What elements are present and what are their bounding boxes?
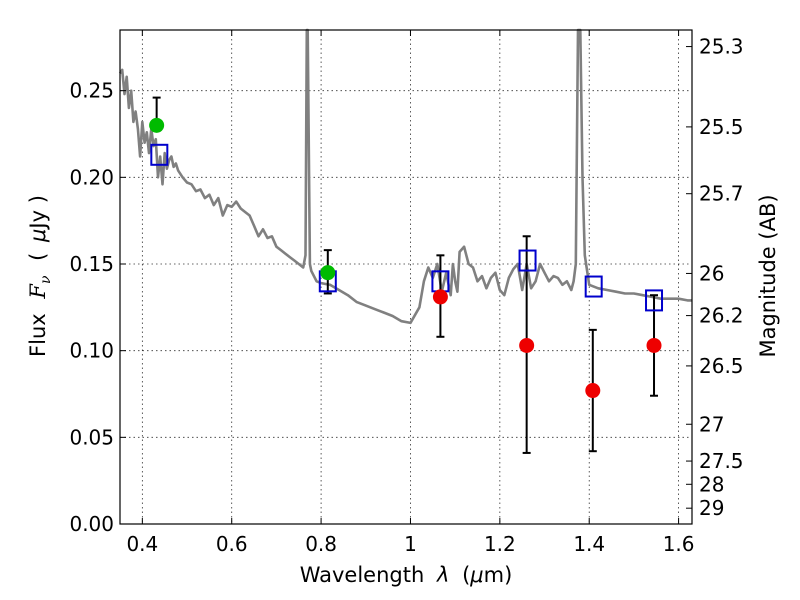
data-points bbox=[149, 117, 664, 399]
grid-lines bbox=[120, 30, 692, 525]
magnitude-tick-label: 26.2 bbox=[699, 304, 744, 328]
y-tick-label: 0.05 bbox=[69, 425, 114, 449]
magnitude-tick-label: 27 bbox=[699, 412, 724, 436]
magnitude-tick-label: 26 bbox=[699, 261, 724, 285]
x-tick-label: 1 bbox=[404, 532, 417, 556]
circle-marker bbox=[585, 383, 601, 399]
plot-frame bbox=[119, 29, 693, 525]
magnitude-tick-label: 26.5 bbox=[699, 354, 744, 378]
circle-marker bbox=[646, 337, 662, 353]
x-tick-label: 0.6 bbox=[216, 532, 248, 556]
magnitude-tick-label: 25.7 bbox=[699, 182, 744, 206]
magnitude-tick-label: 29 bbox=[699, 496, 724, 520]
magnitude-tick-label: 27.5 bbox=[699, 449, 744, 473]
circle-marker bbox=[519, 337, 535, 353]
x-tick-label: 0.8 bbox=[305, 532, 337, 556]
x-tick-label: 0.4 bbox=[126, 532, 158, 556]
magnitude-tick-label: 25.5 bbox=[699, 115, 744, 139]
magnitude-tick-label: 25.3 bbox=[699, 35, 744, 59]
square-marker bbox=[150, 143, 169, 166]
y-axis-label: Flux Fν ( μJy ) bbox=[26, 195, 55, 357]
square-marker bbox=[584, 275, 603, 298]
x-tick-label: 1.6 bbox=[663, 532, 695, 556]
circle-marker bbox=[320, 265, 336, 281]
model-spectrum-line bbox=[118, 28, 692, 325]
y-tick-label: 0.10 bbox=[69, 339, 114, 363]
y-ticks: 0.00 0.05 0.10 0.15 0.20 0.25 bbox=[69, 79, 126, 536]
y-tick-label: 0.25 bbox=[69, 79, 114, 103]
magnitude-tick-label: 28 bbox=[699, 472, 724, 496]
square-marker bbox=[645, 289, 664, 312]
x-axis-label: Wavelength λ (μm) bbox=[300, 563, 513, 587]
square-marker bbox=[518, 249, 537, 272]
circle-marker bbox=[149, 117, 165, 133]
x-ticks: 0.4 0.6 0.8 1 1.2 1.4 1.6 bbox=[126, 30, 695, 556]
magnitude-axis-label: Magnitude (AB) bbox=[756, 194, 780, 357]
y-tick-label: 0.20 bbox=[69, 165, 114, 189]
model-spectrum bbox=[118, 28, 692, 325]
x-tick-label: 1.4 bbox=[573, 532, 605, 556]
circle-marker bbox=[432, 289, 448, 305]
y-tick-label: 0.00 bbox=[69, 512, 114, 536]
y-tick-label: 0.15 bbox=[69, 252, 114, 276]
x-tick-label: 1.2 bbox=[484, 532, 516, 556]
